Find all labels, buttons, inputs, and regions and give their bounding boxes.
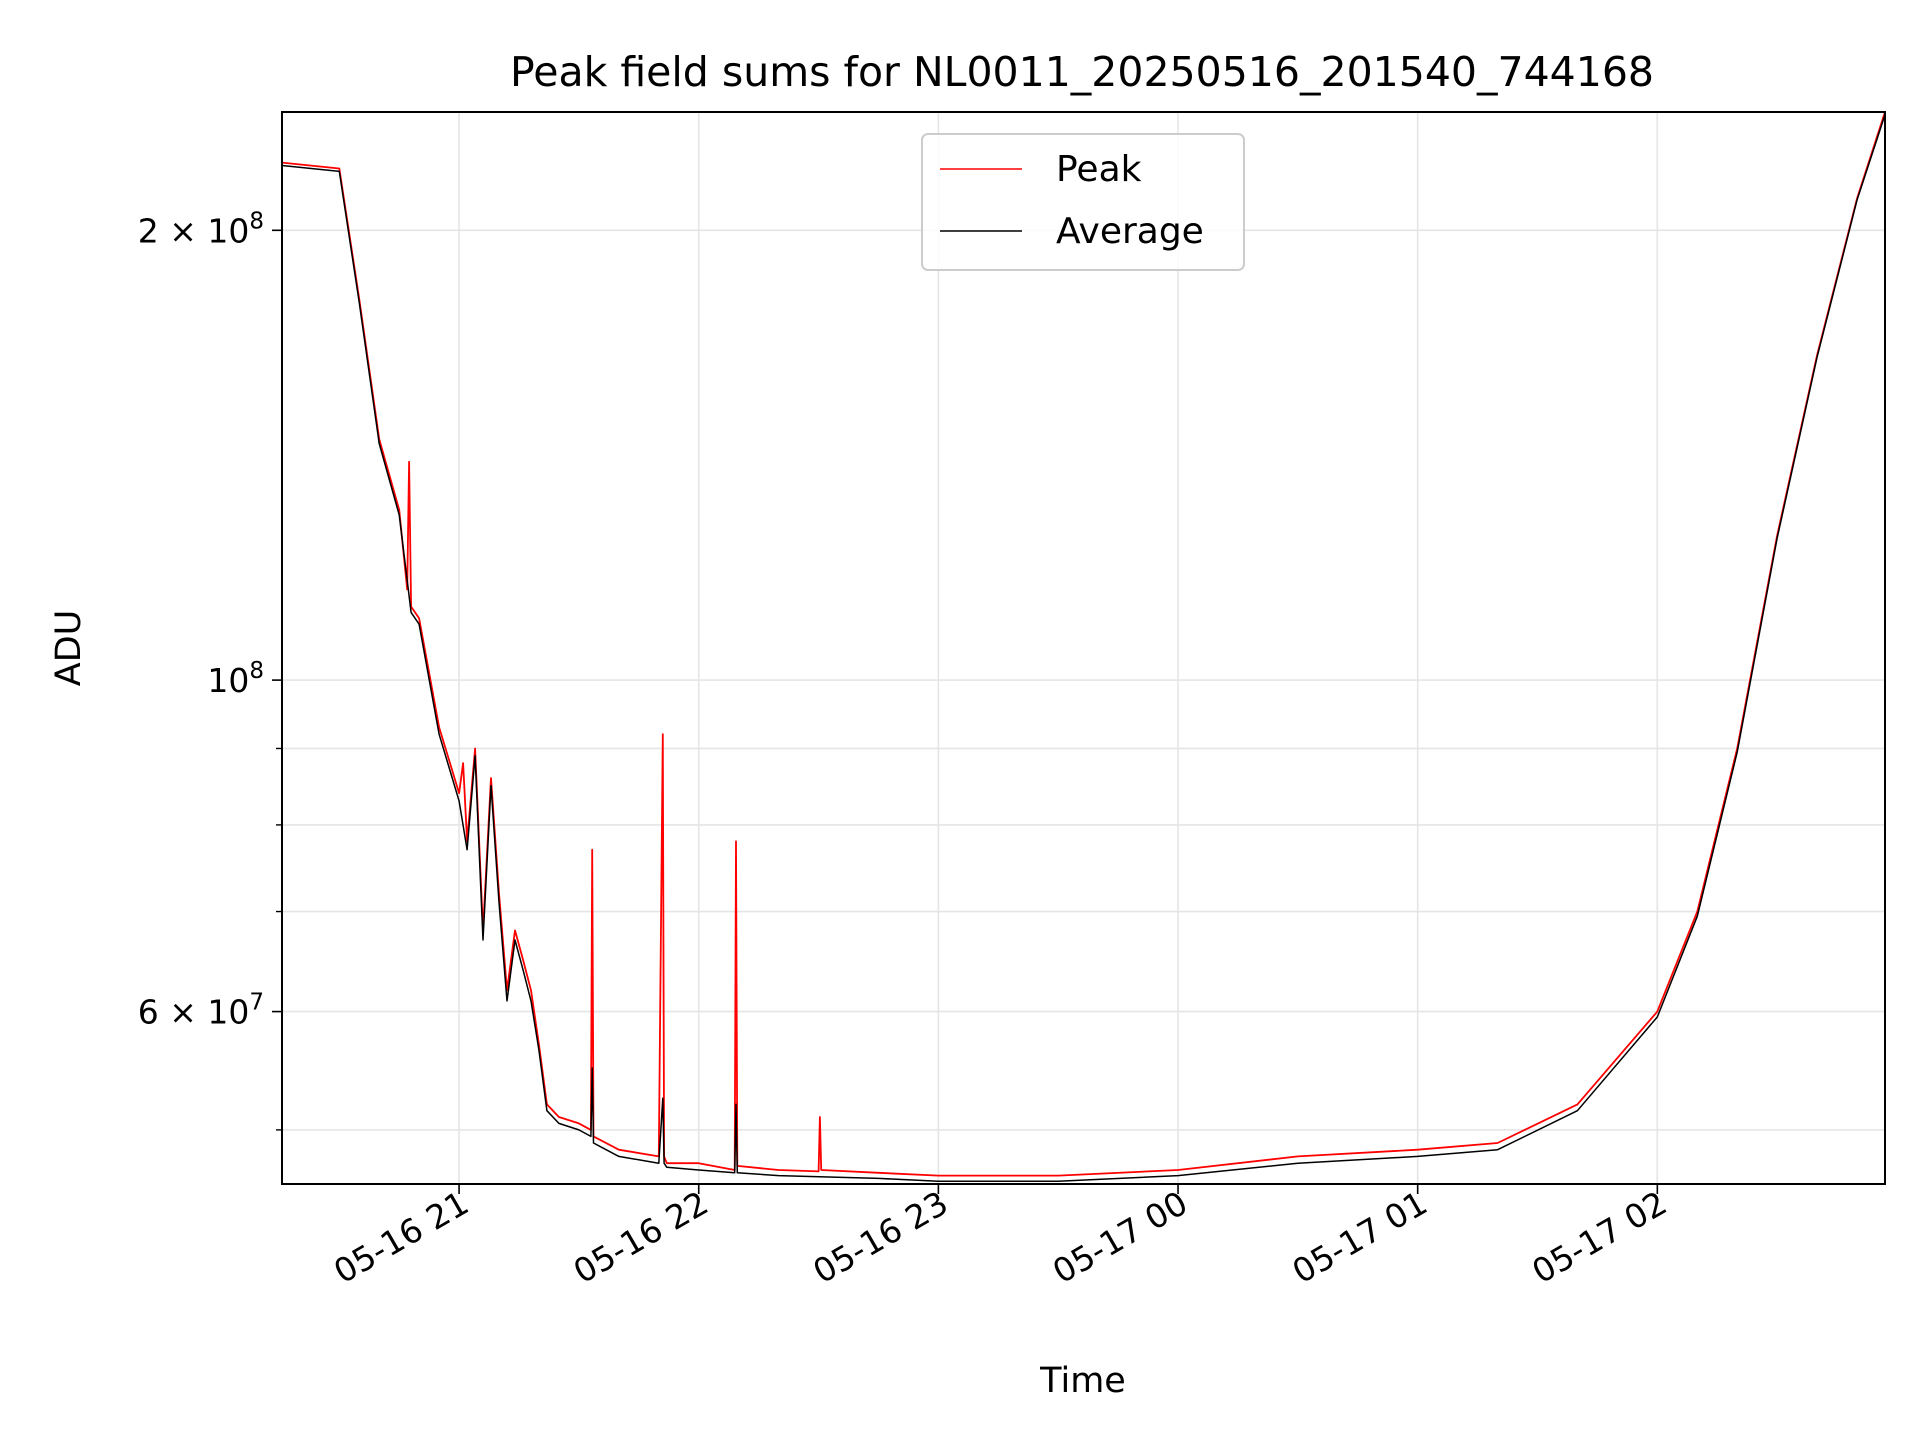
series-line-average [281,114,1886,1182]
x-axis-label: Time [1039,1361,1126,1401]
legend-label-peak: Peak [1056,149,1142,190]
plot-frame [281,111,1886,1185]
series-layer [281,111,1886,1182]
legend: Peak Average [921,133,1245,271]
legend-box [921,133,1245,271]
y-tick-label: 6 × 107 [138,990,264,1032]
y-tick-label: 108 [207,658,264,700]
series-line-peak [281,111,1886,1177]
y-tick-label: 2 × 108 [138,208,264,250]
chart-title: Peak field sums for NL0011_20250516_2015… [510,48,1654,96]
legend-label-average: Average [1056,211,1204,252]
y-axis-label: ADU [49,610,89,687]
grid-layer [282,112,1885,1184]
